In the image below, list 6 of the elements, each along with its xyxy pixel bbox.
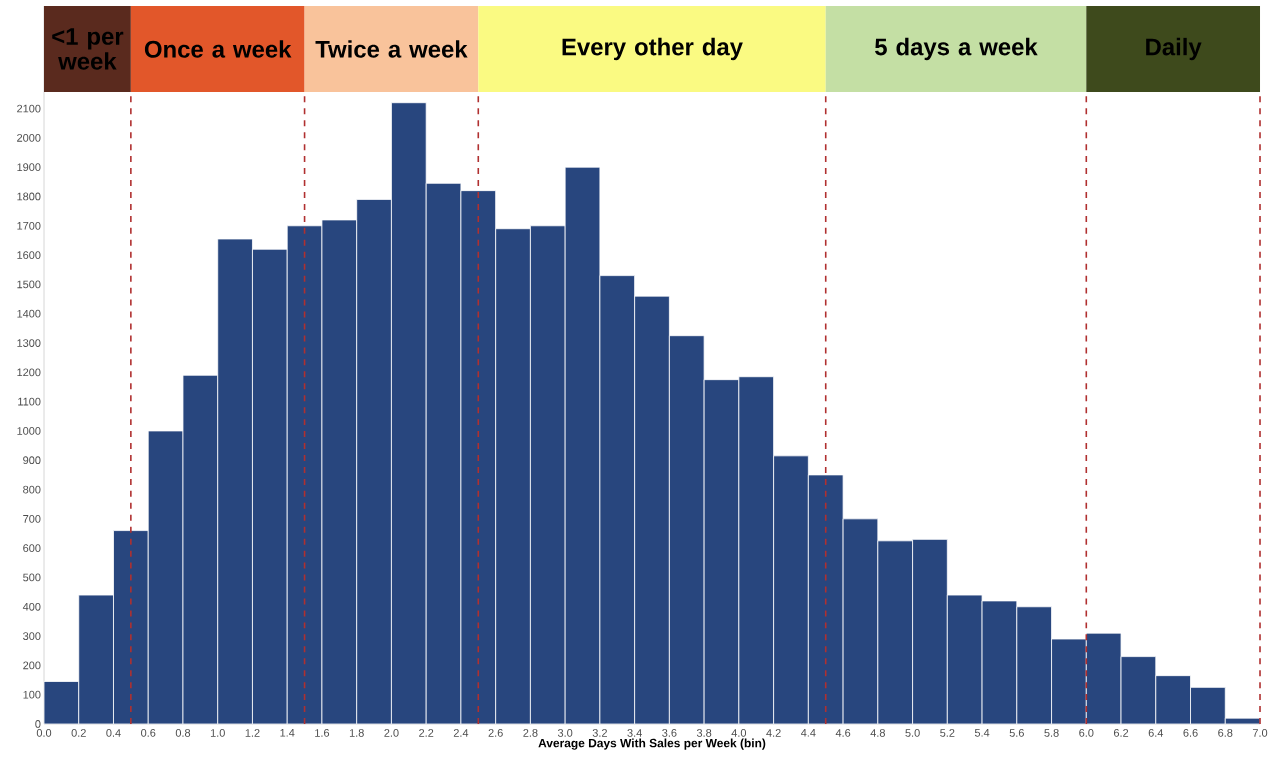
- band-label: Daily: [1146, 37, 1202, 61]
- band-label: 5 days a week: [875, 37, 1038, 61]
- band-label: Every other day: [562, 37, 743, 61]
- band-label: Twice a week: [315, 40, 468, 58]
- band-label: Once a week: [144, 40, 292, 58]
- band-label: <1 per week: [52, 28, 124, 70]
